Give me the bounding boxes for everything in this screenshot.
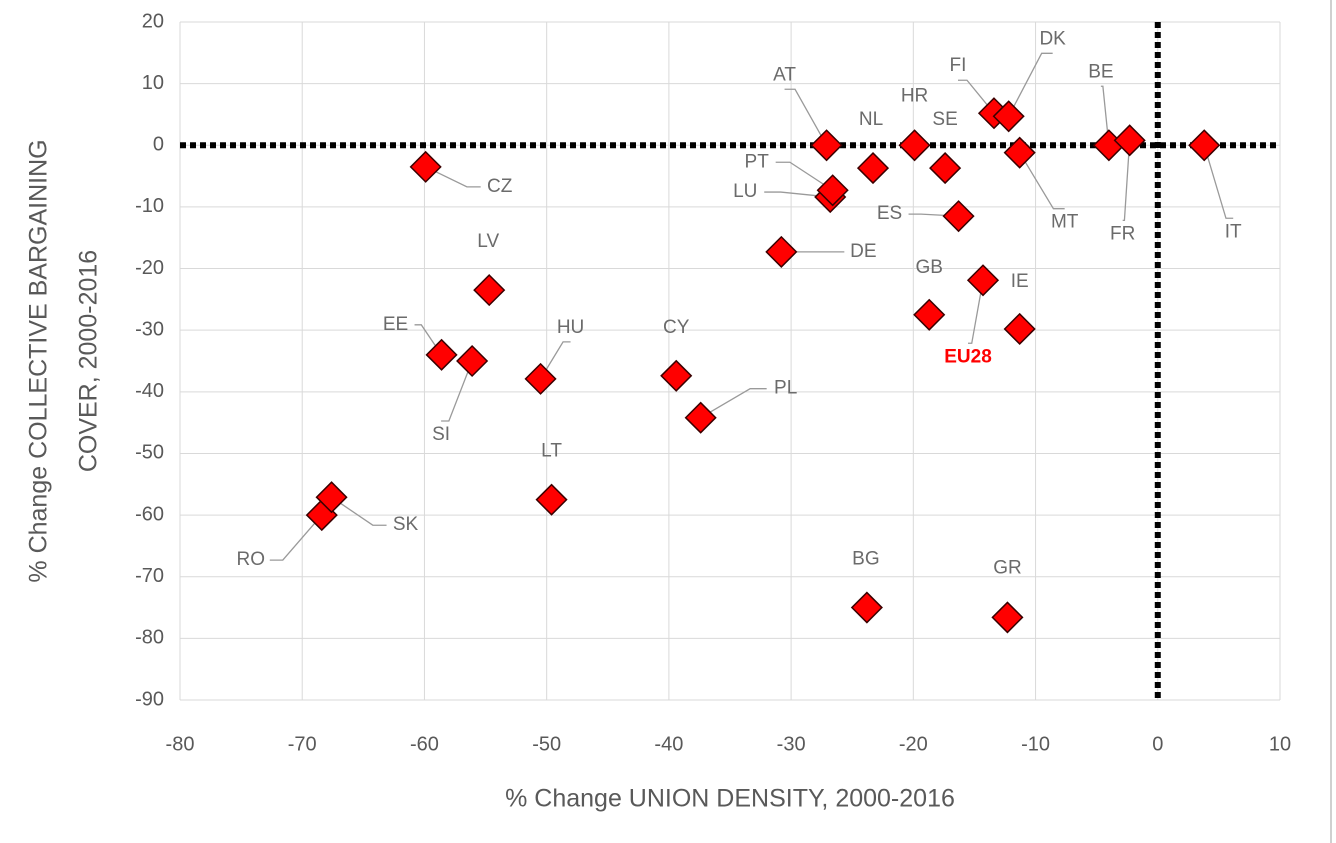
y-tick-label: -80 bbox=[135, 627, 164, 649]
leader-line bbox=[269, 514, 323, 561]
leader-line bbox=[441, 360, 473, 422]
x-axis-title: % Change UNION DENSITY, 2000-2016 bbox=[505, 785, 955, 813]
point-label: FI bbox=[950, 55, 967, 76]
leader-line bbox=[1008, 52, 1053, 117]
point-label: PL bbox=[774, 378, 797, 399]
data-point bbox=[966, 264, 1000, 297]
point-label: LV bbox=[477, 231, 499, 252]
data-point bbox=[524, 362, 557, 395]
leader-line bbox=[1122, 140, 1131, 221]
data-point bbox=[810, 129, 843, 162]
data-point bbox=[929, 152, 962, 185]
y-tick-label: 20 bbox=[142, 10, 164, 32]
point-label: FR bbox=[1110, 223, 1135, 244]
point-label: DK bbox=[1039, 28, 1066, 49]
y-tick-label: -60 bbox=[135, 503, 164, 525]
leader-line bbox=[331, 496, 387, 526]
x-tick-label: -40 bbox=[654, 733, 683, 755]
leader-line bbox=[968, 280, 984, 344]
point-label: ES bbox=[877, 203, 902, 224]
x-tick-label: -30 bbox=[777, 733, 806, 755]
point-label: IE bbox=[1011, 271, 1029, 292]
data-point bbox=[1003, 136, 1036, 169]
x-tick-label: -10 bbox=[1021, 733, 1050, 755]
y-tick-label: -90 bbox=[135, 688, 164, 710]
leader-line bbox=[784, 88, 828, 146]
y-tick-label: 10 bbox=[142, 72, 164, 94]
point-label: CY bbox=[663, 317, 690, 338]
x-tick-label: -60 bbox=[410, 733, 439, 755]
point-label: BE bbox=[1088, 61, 1113, 82]
data-point bbox=[1113, 124, 1146, 157]
point-label: CZ bbox=[487, 176, 513, 197]
x-tick-label: -80 bbox=[166, 733, 195, 755]
data-point bbox=[535, 483, 568, 516]
point-label: DE bbox=[850, 241, 876, 262]
data-point bbox=[816, 174, 849, 207]
point-label: EE bbox=[383, 314, 408, 335]
point-label: HU bbox=[557, 317, 584, 338]
data-point bbox=[765, 235, 798, 268]
point-label: GR bbox=[993, 557, 1022, 578]
markers bbox=[305, 97, 1221, 634]
y-axis-title: % Change COLLECTIVE BARGAINING bbox=[25, 139, 53, 582]
point-label: AT bbox=[773, 64, 796, 85]
point-label: LT bbox=[541, 441, 562, 462]
point-label: IT bbox=[1225, 221, 1242, 242]
data-point bbox=[850, 591, 883, 624]
point-label: NL bbox=[859, 109, 883, 130]
leader-line bbox=[1019, 152, 1065, 210]
x-tick-label: -70 bbox=[288, 733, 317, 755]
data-point bbox=[913, 298, 946, 331]
y-tick-label: -50 bbox=[135, 442, 164, 464]
data-point bbox=[456, 344, 489, 378]
leader-line bbox=[700, 388, 767, 419]
point-label: SE bbox=[932, 109, 957, 130]
x-tick-label: 10 bbox=[1269, 733, 1291, 755]
x-tick-label: -50 bbox=[532, 733, 561, 755]
x-tick-label: -20 bbox=[899, 733, 928, 755]
leader-line bbox=[775, 161, 834, 191]
leader-line bbox=[425, 166, 481, 188]
data-point bbox=[473, 274, 506, 307]
y-tick-label: -10 bbox=[135, 195, 164, 217]
data-point bbox=[942, 200, 975, 233]
data-point bbox=[425, 338, 458, 371]
point-label: GB bbox=[915, 257, 942, 278]
data-point bbox=[1003, 312, 1036, 346]
point-label: MT bbox=[1051, 212, 1079, 233]
point-label: SI bbox=[432, 424, 450, 445]
point-label: HR bbox=[901, 85, 928, 106]
leader-line bbox=[764, 191, 831, 198]
data-point bbox=[992, 100, 1025, 133]
leader-line bbox=[540, 341, 571, 380]
leader-line bbox=[958, 79, 995, 114]
point-label: RO bbox=[237, 549, 266, 570]
point-label: SK bbox=[393, 514, 419, 535]
leader-line bbox=[1203, 145, 1234, 219]
data-point bbox=[315, 481, 348, 514]
y-tick-label: -70 bbox=[135, 565, 164, 587]
data-point bbox=[898, 129, 931, 162]
leader-line bbox=[1100, 85, 1110, 146]
data-point bbox=[991, 601, 1024, 634]
leader-line bbox=[414, 324, 443, 356]
data-point bbox=[856, 152, 890, 185]
data-point bbox=[409, 150, 442, 183]
y-axis-title: COVER, 2000-2016 bbox=[75, 250, 103, 472]
y-tick-label: 0 bbox=[153, 134, 164, 156]
y-tick-label: -40 bbox=[135, 380, 164, 402]
data-point bbox=[1188, 129, 1221, 162]
y-tick-label: -30 bbox=[135, 318, 164, 340]
point-label: BG bbox=[852, 549, 879, 570]
point-label: LU bbox=[733, 181, 757, 202]
data-point bbox=[660, 359, 693, 392]
point-label: PT bbox=[745, 151, 770, 172]
y-tick-label: -20 bbox=[135, 257, 164, 279]
point-label: EU28 bbox=[944, 346, 992, 367]
x-tick-label: 0 bbox=[1152, 733, 1163, 755]
data-point bbox=[684, 401, 717, 434]
